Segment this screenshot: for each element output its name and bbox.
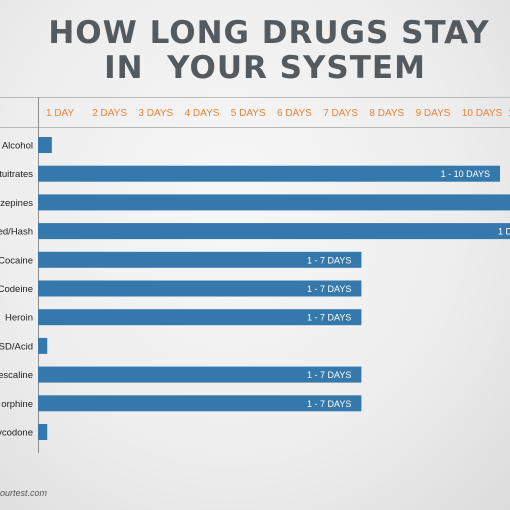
bar-ycodone — [38, 424, 48, 440]
category-label-pituitrates: pituitrates — [0, 169, 33, 180]
x-tick-2-days: 2 DAYS — [92, 108, 127, 119]
category-label-codeine: Codeine — [0, 284, 33, 295]
header-rule-bottom — [0, 127, 510, 128]
x-tick-11-d: 11 D — [508, 108, 510, 119]
bar-label-heroin: 1 - 7 DAYS — [307, 313, 351, 323]
category-label-cocaine: Cocaine — [0, 255, 33, 266]
source-footer: ourtest.com — [0, 488, 48, 498]
bar-label-codeine: 1 - 7 DAYS — [307, 284, 351, 294]
header-rule-top — [0, 97, 510, 98]
category-label-ycodone: ycodone — [0, 428, 33, 439]
bar-label-pituitrates: 1 - 10 DAYS — [441, 169, 490, 179]
bar-label-ed-hash: 1 D — [498, 227, 510, 237]
bar-label-escaline: 1 - 7 DAYS — [307, 370, 351, 380]
chart-title-line-2: IN YOUR SYSTEM — [104, 50, 426, 86]
category-label-zepines: zepines — [0, 198, 33, 209]
y-axis-line — [38, 97, 39, 453]
x-tick-5-days: 5 DAYS — [231, 108, 266, 119]
bar-label-orphine: 1 - 7 DAYS — [307, 399, 351, 409]
bar-sd-acid — [38, 337, 48, 354]
category-label-heroin: Heroin — [5, 313, 33, 324]
category-label-ed-hash: ed/Hash — [0, 227, 33, 238]
x-tick-6-days: 6 DAYS — [277, 108, 312, 119]
category-label-alcohol: Alcohol — [2, 141, 33, 152]
bar-orphine — [38, 395, 362, 412]
bar-zepines — [38, 194, 510, 211]
category-label-escaline: escaline — [0, 370, 33, 381]
bar-escaline — [38, 366, 362, 383]
bar-heroin — [38, 309, 362, 326]
x-tick-3-days: 3 DAYS — [138, 108, 173, 119]
bar-ed-hash — [38, 223, 510, 240]
bar-pituitrates — [38, 165, 500, 182]
bar-cocaine — [38, 251, 362, 268]
bar-label-cocaine: 1 - 7 DAYS — [307, 255, 351, 265]
category-label-sd-acid: SD/Acid — [0, 341, 33, 352]
x-tick-8-days: 8 DAYS — [369, 108, 404, 119]
bar-codeine — [38, 280, 362, 297]
category-label-orphine: orphine — [1, 399, 33, 410]
x-tick-4-days: 4 DAYS — [185, 108, 220, 119]
x-tick-7-days: 7 DAYS — [323, 108, 358, 119]
bar-alcohol — [38, 137, 52, 153]
x-tick-1-day: 1 DAY — [46, 108, 74, 119]
x-tick-9-days: 9 DAYS — [416, 108, 451, 119]
x-tick-10-days: 10 DAYS — [462, 108, 503, 119]
chart-title-line-1: HOW LONG DRUGS STAY — [48, 15, 490, 51]
